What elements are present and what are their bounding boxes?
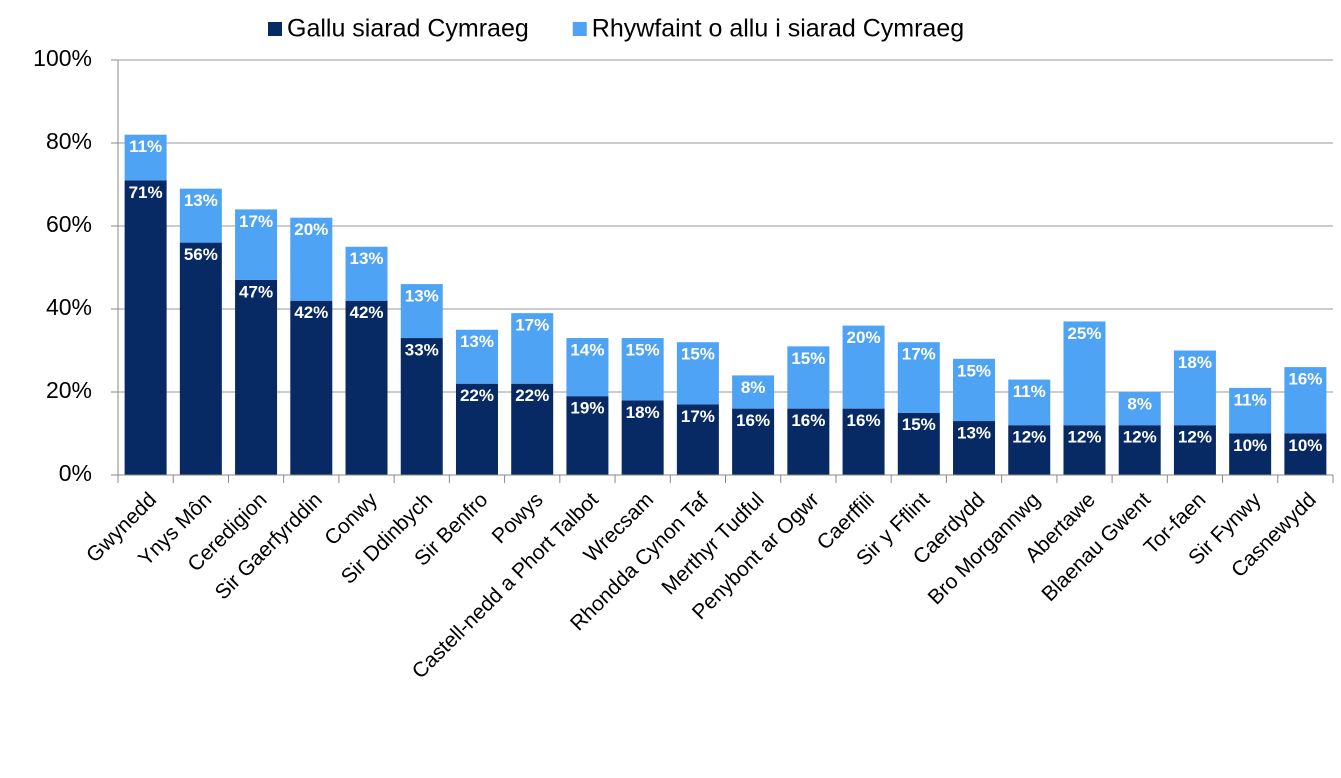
bar-segment bbox=[1284, 433, 1327, 475]
bar-segment bbox=[1063, 425, 1106, 475]
bar-segment bbox=[676, 342, 719, 405]
data-label: 8% bbox=[1127, 394, 1152, 413]
bar-segment bbox=[1284, 367, 1327, 434]
bar-segment bbox=[676, 404, 719, 475]
data-label: 33% bbox=[405, 341, 439, 360]
data-label: 17% bbox=[239, 212, 273, 231]
data-label: 11% bbox=[1013, 382, 1046, 401]
data-label: 16% bbox=[847, 411, 881, 430]
bar-segment bbox=[897, 342, 940, 413]
bar-segment bbox=[1173, 425, 1216, 475]
data-label: 8% bbox=[741, 378, 766, 397]
data-label: 18% bbox=[626, 403, 660, 422]
data-label: 25% bbox=[1067, 324, 1101, 343]
bar-segment bbox=[1118, 392, 1161, 426]
legend-swatch bbox=[268, 22, 282, 36]
data-label: 71% bbox=[129, 183, 163, 202]
bar-segment bbox=[511, 313, 554, 384]
data-label: 19% bbox=[570, 399, 604, 418]
bar-segment bbox=[732, 408, 775, 475]
bar-segment bbox=[842, 325, 885, 409]
data-label: 16% bbox=[736, 411, 770, 430]
bar-segment bbox=[621, 400, 664, 475]
y-tick-label: 40% bbox=[46, 294, 92, 320]
data-label: 13% bbox=[957, 424, 991, 443]
y-tick-label: 100% bbox=[33, 45, 92, 71]
bar-segment bbox=[1173, 350, 1216, 426]
data-label: 13% bbox=[460, 332, 494, 351]
bar-segment bbox=[1118, 425, 1161, 475]
data-label: 20% bbox=[294, 220, 328, 239]
data-label: 56% bbox=[184, 245, 218, 264]
data-label: 15% bbox=[791, 349, 825, 368]
legend-label: Rhywfaint o allu i siarad Cymraeg bbox=[592, 15, 964, 43]
data-label: 13% bbox=[405, 287, 439, 306]
data-label: 11% bbox=[1234, 390, 1267, 409]
data-label: 13% bbox=[184, 191, 218, 210]
data-label: 17% bbox=[681, 407, 715, 426]
bar-segment bbox=[897, 412, 940, 475]
data-label: 42% bbox=[294, 303, 328, 322]
bar-segment bbox=[1229, 433, 1272, 475]
bar-segment bbox=[1229, 387, 1272, 434]
data-label: 42% bbox=[350, 303, 384, 322]
bar-segment bbox=[953, 358, 996, 422]
bar-segment bbox=[511, 383, 554, 475]
bar-segment bbox=[345, 300, 388, 475]
bar-segment bbox=[400, 284, 443, 339]
legend-swatch bbox=[572, 22, 587, 36]
y-tick-label: 60% bbox=[46, 211, 92, 237]
data-label: 17% bbox=[515, 316, 549, 335]
legend-label: Gallu siarad Cymraeg bbox=[287, 15, 529, 43]
bar-segment bbox=[124, 134, 167, 181]
data-label: 17% bbox=[902, 345, 936, 364]
bar-segment bbox=[787, 408, 830, 475]
data-label: 22% bbox=[460, 386, 494, 405]
bar-segment bbox=[1063, 321, 1106, 426]
bar-segment bbox=[787, 346, 830, 409]
bar-segment bbox=[124, 180, 167, 475]
bar-segment bbox=[345, 246, 388, 301]
data-label: 22% bbox=[515, 386, 549, 405]
bar-segment bbox=[179, 242, 222, 475]
bar-segment bbox=[1008, 379, 1051, 426]
bar-segment bbox=[732, 375, 775, 409]
bar-segment bbox=[290, 300, 333, 475]
bar-segment bbox=[235, 209, 278, 280]
data-label: 12% bbox=[1012, 428, 1046, 447]
data-label: 16% bbox=[791, 411, 825, 430]
data-label: 15% bbox=[902, 415, 936, 434]
bar-segment bbox=[1008, 425, 1051, 475]
data-label: 10% bbox=[1233, 436, 1267, 455]
data-label: 20% bbox=[847, 328, 881, 347]
bar-segment bbox=[455, 329, 498, 384]
data-label: 47% bbox=[239, 282, 273, 301]
data-label: 12% bbox=[1123, 428, 1157, 447]
data-label: 15% bbox=[681, 345, 715, 364]
data-label: 12% bbox=[1067, 428, 1101, 447]
data-label: 11% bbox=[129, 137, 162, 156]
bar-segment bbox=[290, 217, 333, 301]
data-label: 16% bbox=[1288, 370, 1322, 389]
bar-segment bbox=[842, 408, 885, 475]
bar-segment bbox=[566, 338, 609, 397]
bar-segment bbox=[953, 421, 996, 475]
data-label: 15% bbox=[957, 361, 991, 380]
data-label: 13% bbox=[350, 249, 384, 268]
data-label: 10% bbox=[1288, 436, 1322, 455]
data-label: 15% bbox=[626, 341, 660, 360]
bar-segment bbox=[400, 338, 443, 475]
data-label: 14% bbox=[570, 341, 604, 360]
bar-segment bbox=[566, 396, 609, 475]
bar-segment bbox=[235, 279, 278, 475]
y-tick-label: 80% bbox=[46, 128, 92, 154]
bar-segment bbox=[179, 188, 222, 243]
bar-segment bbox=[621, 338, 664, 401]
y-tick-label: 0% bbox=[59, 460, 92, 486]
data-label: 18% bbox=[1178, 353, 1212, 372]
y-tick-label: 20% bbox=[46, 377, 92, 403]
bar-segment bbox=[455, 383, 498, 475]
data-label: 12% bbox=[1178, 428, 1212, 447]
